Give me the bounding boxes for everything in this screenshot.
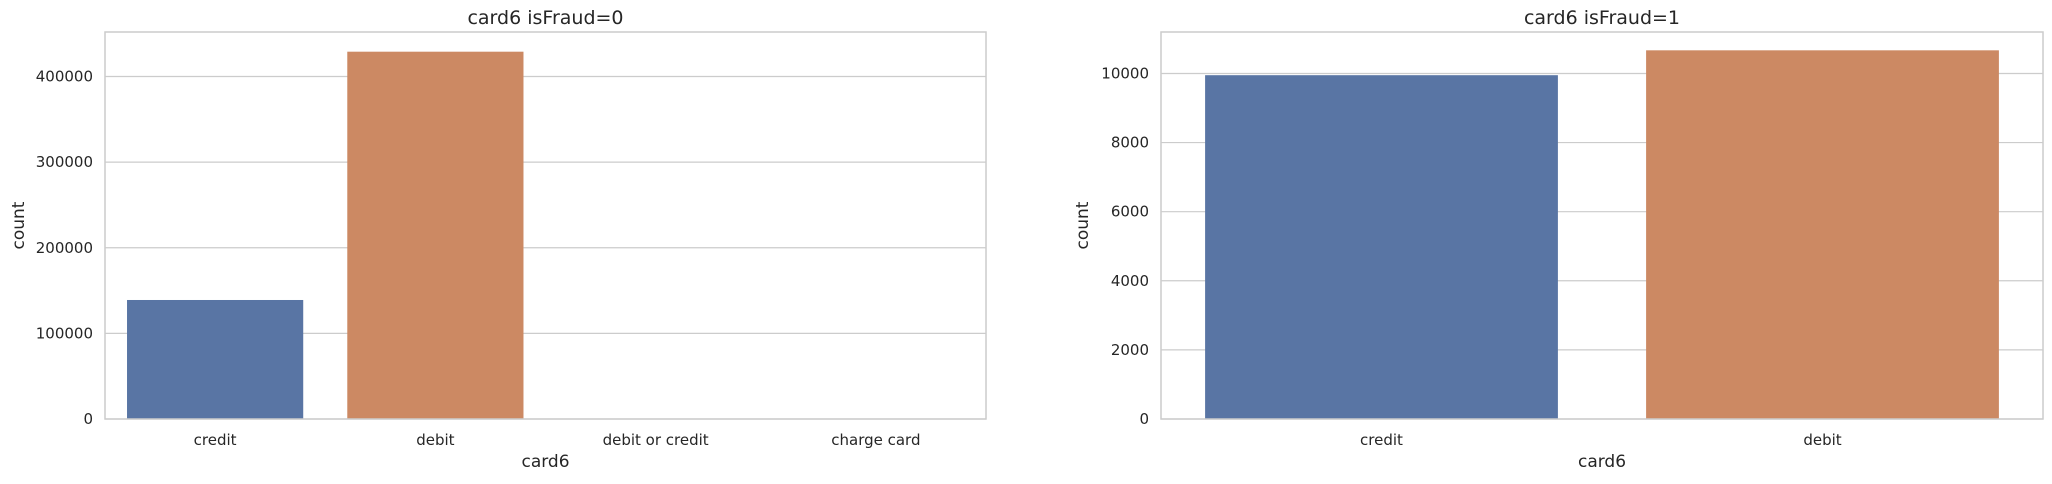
bar-debit [347,52,523,419]
y-tick-label: 400000 [36,68,93,86]
chart-title: card6 isFraud=0 [467,7,623,29]
bar-credit [127,300,303,419]
chart-title: card6 isFraud=1 [1524,7,1680,29]
y-tick-label: 6000 [1111,203,1149,221]
y-tick-label: 10000 [1101,64,1149,82]
x-tick-label: charge card [831,431,920,449]
y-tick-label: 8000 [1111,134,1149,152]
x-tick-label: credit [194,431,237,449]
x-axis-label: card6 [1578,452,1626,472]
left-chart-panel: 0 100000 200000 300000 400000 credit debit debi… [9,7,986,472]
y-tick-label: 0 [1139,410,1149,428]
y-axis-label: count [9,201,29,249]
x-tick-label: debit or credit [603,431,709,449]
y-axis-label: count [1073,201,1093,249]
y-tick-label: 100000 [36,324,93,342]
right-chart-panel: 0 2000 4000 6000 8000 10000 credit debit card6 i… [1073,7,2043,472]
x-tick-label: debit [1803,431,1841,449]
y-tick-label: 200000 [36,239,93,257]
x-tick-label: credit [1360,431,1403,449]
x-tick-label: debit [416,431,454,449]
y-tick-label: 300000 [36,153,93,171]
y-tick-label: 4000 [1111,272,1149,290]
bar-credit [1205,75,1558,419]
y-tick-label: 0 [83,410,93,428]
x-axis-label: card6 [521,452,569,472]
bar-debit [1646,50,1999,419]
y-tick-label: 2000 [1111,341,1149,359]
